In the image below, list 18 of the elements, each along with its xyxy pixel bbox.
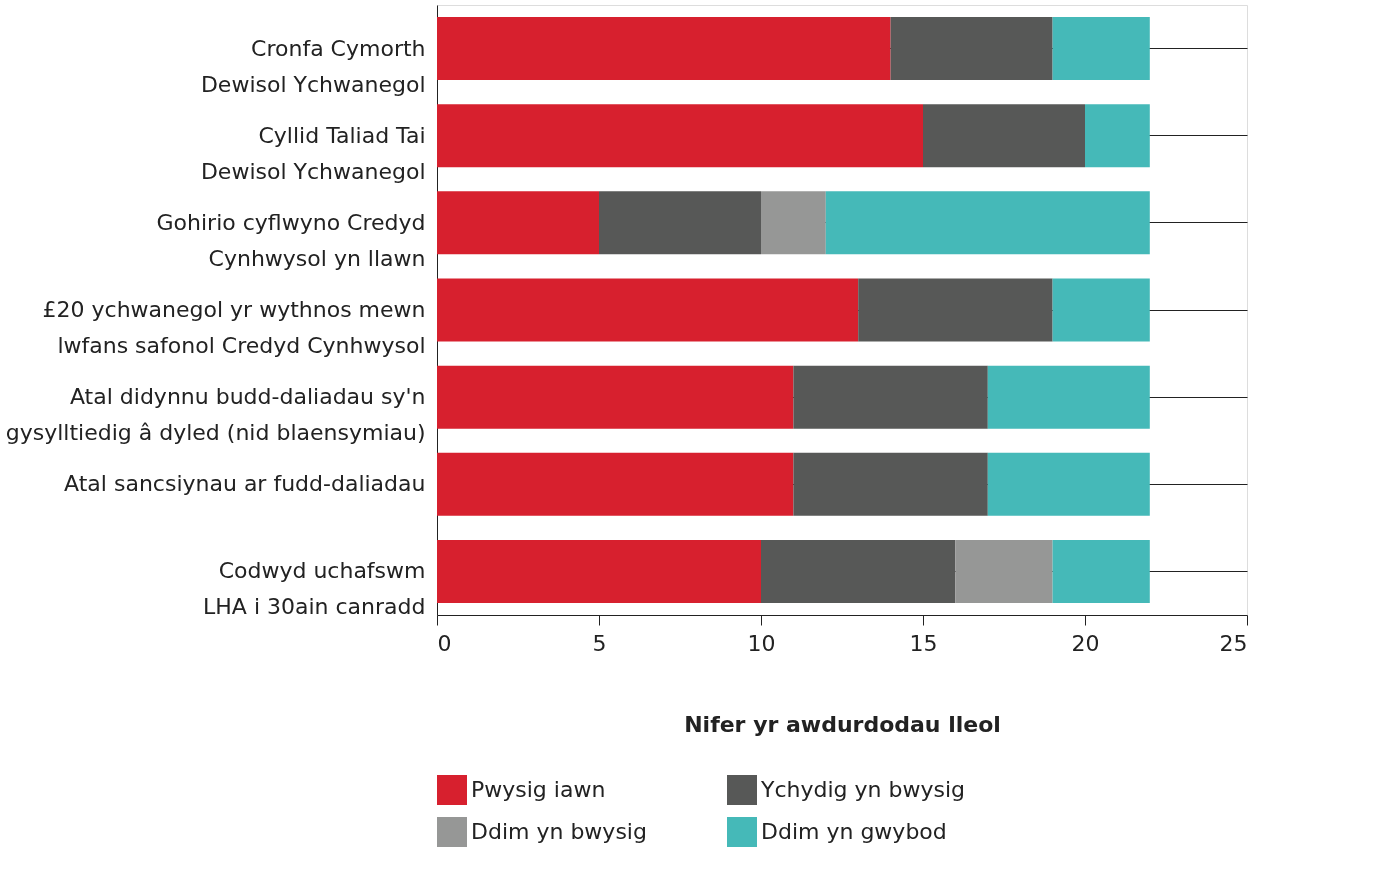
y-tick-label: Cyllid Taliad Tai Dewisol Ychwanegol xyxy=(200,122,426,184)
x-tick-label: 25 xyxy=(1219,630,1248,656)
x-tick-label: 20 xyxy=(1071,630,1100,656)
y-tick-label: £20 ychwanegol yr wythnos mewn lwfans safonol Credyd Cynhwysol xyxy=(42,297,426,358)
y-tick-label: Codwyd uchafswm LHA i 30ain canradd xyxy=(203,558,426,620)
y-tick-label: Atal didynnu budd-daliadau sy'n gysylltiedig â dyled (nid blaensymiau) xyxy=(5,384,426,446)
x-tick-label: 15 xyxy=(909,630,938,656)
legend-label: Ddim yn gwybod xyxy=(761,819,947,844)
legend-label: Ddim yn bwysig xyxy=(471,819,647,844)
y-tick-label: Atal sancsiynau ar fudd-daliadau xyxy=(64,471,426,497)
y-tick-label: Gohirio cyflwyno Credyd Cynhwysol yn llawn xyxy=(156,209,426,271)
x-axis-title: Nifer yr awdurdodau lleol xyxy=(684,711,1001,737)
x-tick-label: 10 xyxy=(747,630,776,656)
legend-label: Pwysig iawn xyxy=(471,777,606,802)
x-tick-label: 5 xyxy=(592,630,607,656)
x-tick-label: 0 xyxy=(437,630,452,656)
legend-label: Ychydig yn bwysig xyxy=(760,777,966,802)
y-tick-label: Cronfa Cymorth Dewisol Ychwanegol xyxy=(200,35,426,97)
